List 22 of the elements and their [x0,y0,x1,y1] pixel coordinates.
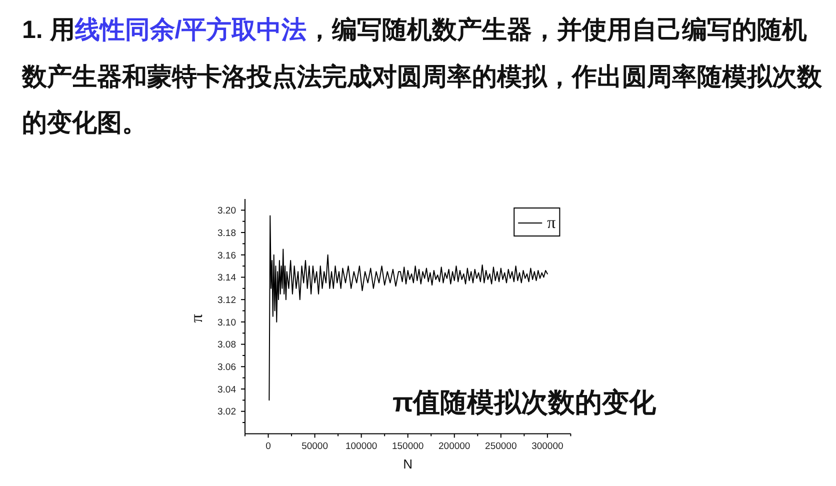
y-tick-label: 3.16 [218,250,236,262]
x-tick-label: 200000 [438,441,470,452]
x-tick-label: 0 [266,441,271,452]
y-tick-label: 3.04 [218,384,236,396]
y-tick-label: 3.02 [218,406,236,418]
legend-label: π [547,213,556,232]
y-tick-label: 3.20 [218,206,236,217]
y-tick-label: 3.18 [218,228,236,239]
y-tick-label: 3.14 [218,272,236,284]
y-axis-title: π [186,314,206,323]
y-tick-label: 3.12 [218,294,236,306]
y-tick-label: 3.06 [218,362,236,374]
x-tick-label: 50000 [302,441,328,452]
x-tick-label: 100000 [345,441,378,452]
y-tick-label: 3.10 [218,317,236,328]
x-tick-label: 150000 [392,441,424,452]
chart-title: 1. 用线性同余/平方取中法，编写随机数产生器，并使用自己编写的随机数产生器和蒙特卡洛投点法完成对圆周率的模拟，作出圆周率随模拟次数的变化图。 [22,16,822,137]
x-tick-label: 300000 [532,441,564,452]
y-tick-label: 3.08 [218,340,236,351]
x-tick-label: 250000 [485,441,517,452]
annotation: π值随模拟次数的变化 [392,387,658,418]
x-axis-title: N [403,456,413,472]
